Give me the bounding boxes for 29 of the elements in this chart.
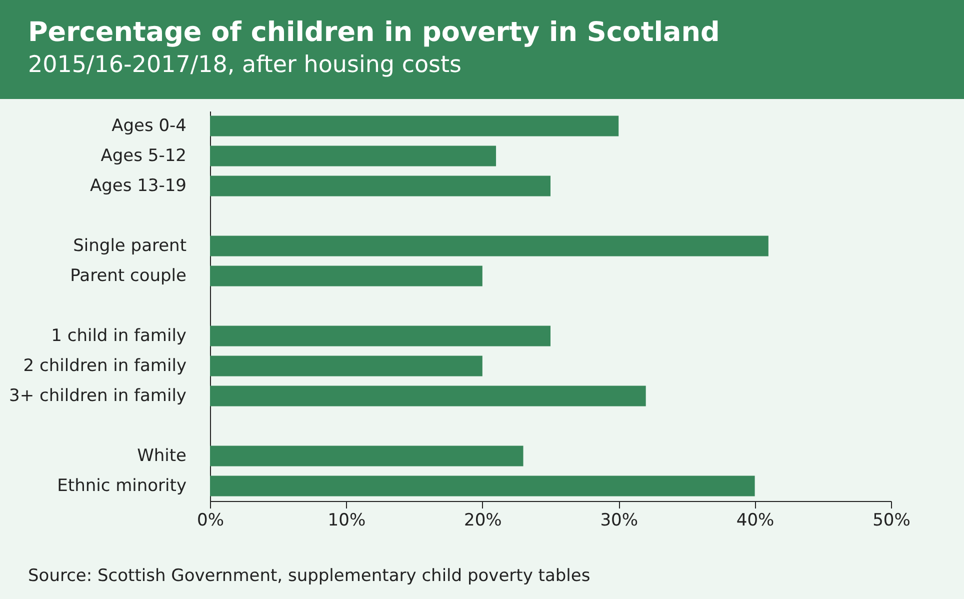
bar — [210, 266, 482, 286]
source-note: Source: Scottish Government, supplementary child poverty tables — [28, 566, 590, 586]
y-tick-label: Parent couple — [70, 266, 186, 286]
bar — [210, 176, 550, 196]
y-tick-label: Ethnic minority — [57, 476, 186, 496]
x-tick-label: 10% — [328, 510, 366, 530]
x-tick-label: 20% — [464, 510, 502, 530]
y-tick-label: 2 children in family — [23, 356, 186, 376]
chart-subtitle: 2015/16-2017/18, after housing costs — [28, 51, 463, 80]
y-tick-label: White — [137, 446, 186, 466]
y-tick-label: Single parent — [73, 236, 187, 256]
y-tick-label: Ages 5-12 — [100, 146, 186, 166]
bar — [210, 326, 550, 346]
y-tick-label: Ages 0-4 — [112, 116, 186, 136]
y-tick-label: 1 child in family — [51, 326, 186, 346]
bar — [210, 446, 524, 466]
bar — [210, 116, 619, 136]
bar — [210, 236, 768, 256]
x-tick-label: 40% — [736, 510, 774, 530]
x-tick-label: 30% — [600, 510, 638, 530]
y-tick-label: Ages 13-19 — [90, 176, 186, 196]
x-tick-label: 0% — [197, 510, 224, 530]
bar — [210, 386, 646, 406]
x-tick-label: 50% — [872, 510, 910, 530]
y-tick-label: 3+ children in family — [9, 386, 186, 406]
bar — [210, 476, 755, 496]
chart-title: Percentage of children in poverty in Scotland — [28, 16, 721, 50]
bar — [210, 356, 482, 376]
bar — [210, 146, 496, 166]
